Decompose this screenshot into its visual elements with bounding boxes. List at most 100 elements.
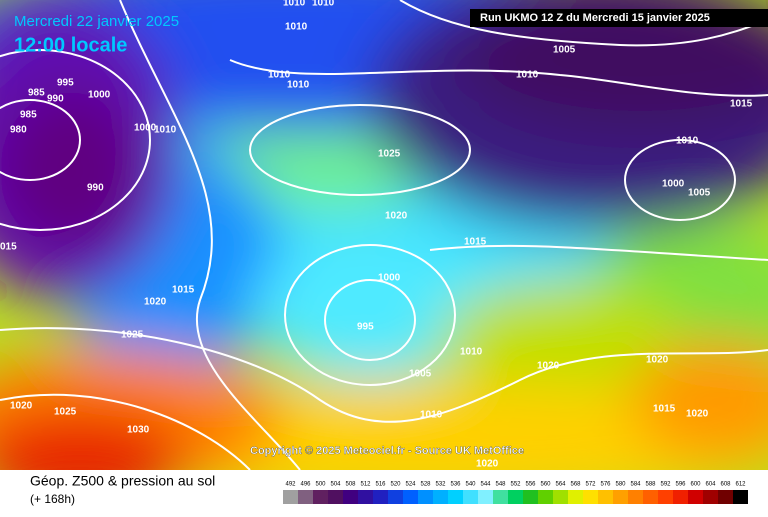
run-text: Run UKMO 12 Z du Mercredi 15 janvier 202…	[480, 12, 710, 24]
isobar-label: 1030	[127, 425, 150, 436]
legend-label: 528	[420, 482, 431, 488]
legend-swatch	[493, 490, 508, 504]
legend-swatch	[403, 490, 418, 504]
legend-label: 524	[405, 482, 416, 488]
legend-label: 584	[630, 482, 641, 488]
legend-swatch	[553, 490, 568, 504]
run-banner	[470, 9, 768, 27]
isobar-label: 1010	[285, 22, 308, 33]
legend-label: 520	[390, 482, 401, 488]
legend-label: 500	[315, 482, 326, 488]
isobar-label: 1010	[420, 410, 443, 421]
legend-swatch	[523, 490, 538, 504]
isobar-label: 1020	[686, 409, 709, 420]
isobar-label: 1005	[688, 188, 711, 199]
legend-swatch	[508, 490, 523, 504]
isobar-label: 1020	[10, 401, 33, 412]
isobar-label: 1015	[172, 285, 195, 296]
isobar-label: 1010	[283, 0, 306, 9]
legend-swatch	[673, 490, 688, 504]
legend-label: 576	[600, 482, 611, 488]
legend-label: 568	[570, 482, 581, 488]
isobar-label: 995	[57, 78, 74, 89]
isobar-label: 1010	[312, 0, 335, 9]
legend-label: 596	[675, 482, 686, 488]
map-title: Géop. Z500 & pression au sol	[30, 473, 215, 489]
legend-swatch	[313, 490, 328, 504]
legend-swatch	[433, 490, 448, 504]
copyright: Copyright © 2025 Meteociel.fr - Source U…	[250, 445, 524, 457]
isobar-label: 1020	[144, 297, 167, 308]
isobar-label: 995	[357, 322, 374, 333]
legend-swatch	[568, 490, 583, 504]
legend-swatch	[598, 490, 613, 504]
legend-swatch	[478, 490, 493, 504]
isobar-label: 980	[10, 125, 27, 136]
isobar-label: 1020	[646, 355, 669, 366]
isobar-label: 1020	[476, 459, 499, 470]
legend-label: 492	[285, 482, 296, 488]
legend-swatch	[388, 490, 403, 504]
legend-label: 600	[690, 482, 701, 488]
isobar-label: 990	[87, 183, 104, 194]
legend-label: 560	[540, 482, 551, 488]
legend-label: 504	[330, 482, 341, 488]
legend-swatch	[538, 490, 553, 504]
legend-swatch	[583, 490, 598, 504]
isobar-label: 1015	[730, 99, 753, 110]
legend-swatch	[613, 490, 628, 504]
isobar-label: 990	[47, 94, 64, 105]
isobar-label: 1000	[662, 179, 685, 190]
isobar-label: 1025	[121, 330, 144, 341]
legend-label: 588	[645, 482, 656, 488]
legend-label: 608	[720, 482, 731, 488]
legend-swatch	[298, 490, 313, 504]
legend-label: 532	[435, 482, 446, 488]
legend-swatch	[373, 490, 388, 504]
isobar-label: 1010	[460, 347, 483, 358]
isobar-label: 1005	[553, 45, 576, 56]
legend-label: 564	[555, 482, 566, 488]
isobar-label: 1010	[154, 125, 177, 136]
forecast-time: 12:00 locale	[14, 34, 127, 56]
legend-label: 556	[525, 482, 536, 488]
isobar-label: 1000	[88, 90, 111, 101]
isobar-label: 1025	[54, 407, 77, 418]
legend-swatch	[718, 490, 733, 504]
legend-label: 580	[615, 482, 626, 488]
legend-swatch	[283, 490, 298, 504]
isobar-label: 1010	[287, 80, 310, 91]
isobar-label: 015	[0, 242, 17, 253]
legend-swatch	[733, 490, 748, 504]
lead-time: (+ 168h)	[30, 492, 75, 506]
isobar-label: 1020	[385, 211, 408, 222]
legend-swatch	[688, 490, 703, 504]
isobar-label: 1005	[409, 369, 432, 380]
legend-label: 572	[585, 482, 596, 488]
legend-swatch	[463, 490, 478, 504]
legend-label: 592	[660, 482, 671, 488]
isobar-label: 1015	[653, 404, 676, 415]
legend-label: 496	[300, 482, 311, 488]
isobar-label: 1010	[516, 70, 539, 81]
legend-swatch	[418, 490, 433, 504]
isobar-label: 1025	[378, 149, 401, 160]
legend-label: 540	[465, 482, 476, 488]
legend-swatch	[358, 490, 373, 504]
legend-label: 536	[450, 482, 461, 488]
legend-swatch	[703, 490, 718, 504]
legend-swatch	[343, 490, 358, 504]
legend-swatch	[328, 490, 343, 504]
isobar-label: 1015	[464, 237, 487, 248]
isobar-label: 1020	[537, 361, 560, 372]
isobar-label: 1010	[676, 136, 699, 147]
legend-label: 508	[345, 482, 356, 488]
legend-label: 552	[510, 482, 521, 488]
isobar-label: 985	[28, 88, 45, 99]
legend-swatch	[643, 490, 658, 504]
legend-swatch	[658, 490, 673, 504]
isobar-label: 1010	[268, 70, 291, 81]
